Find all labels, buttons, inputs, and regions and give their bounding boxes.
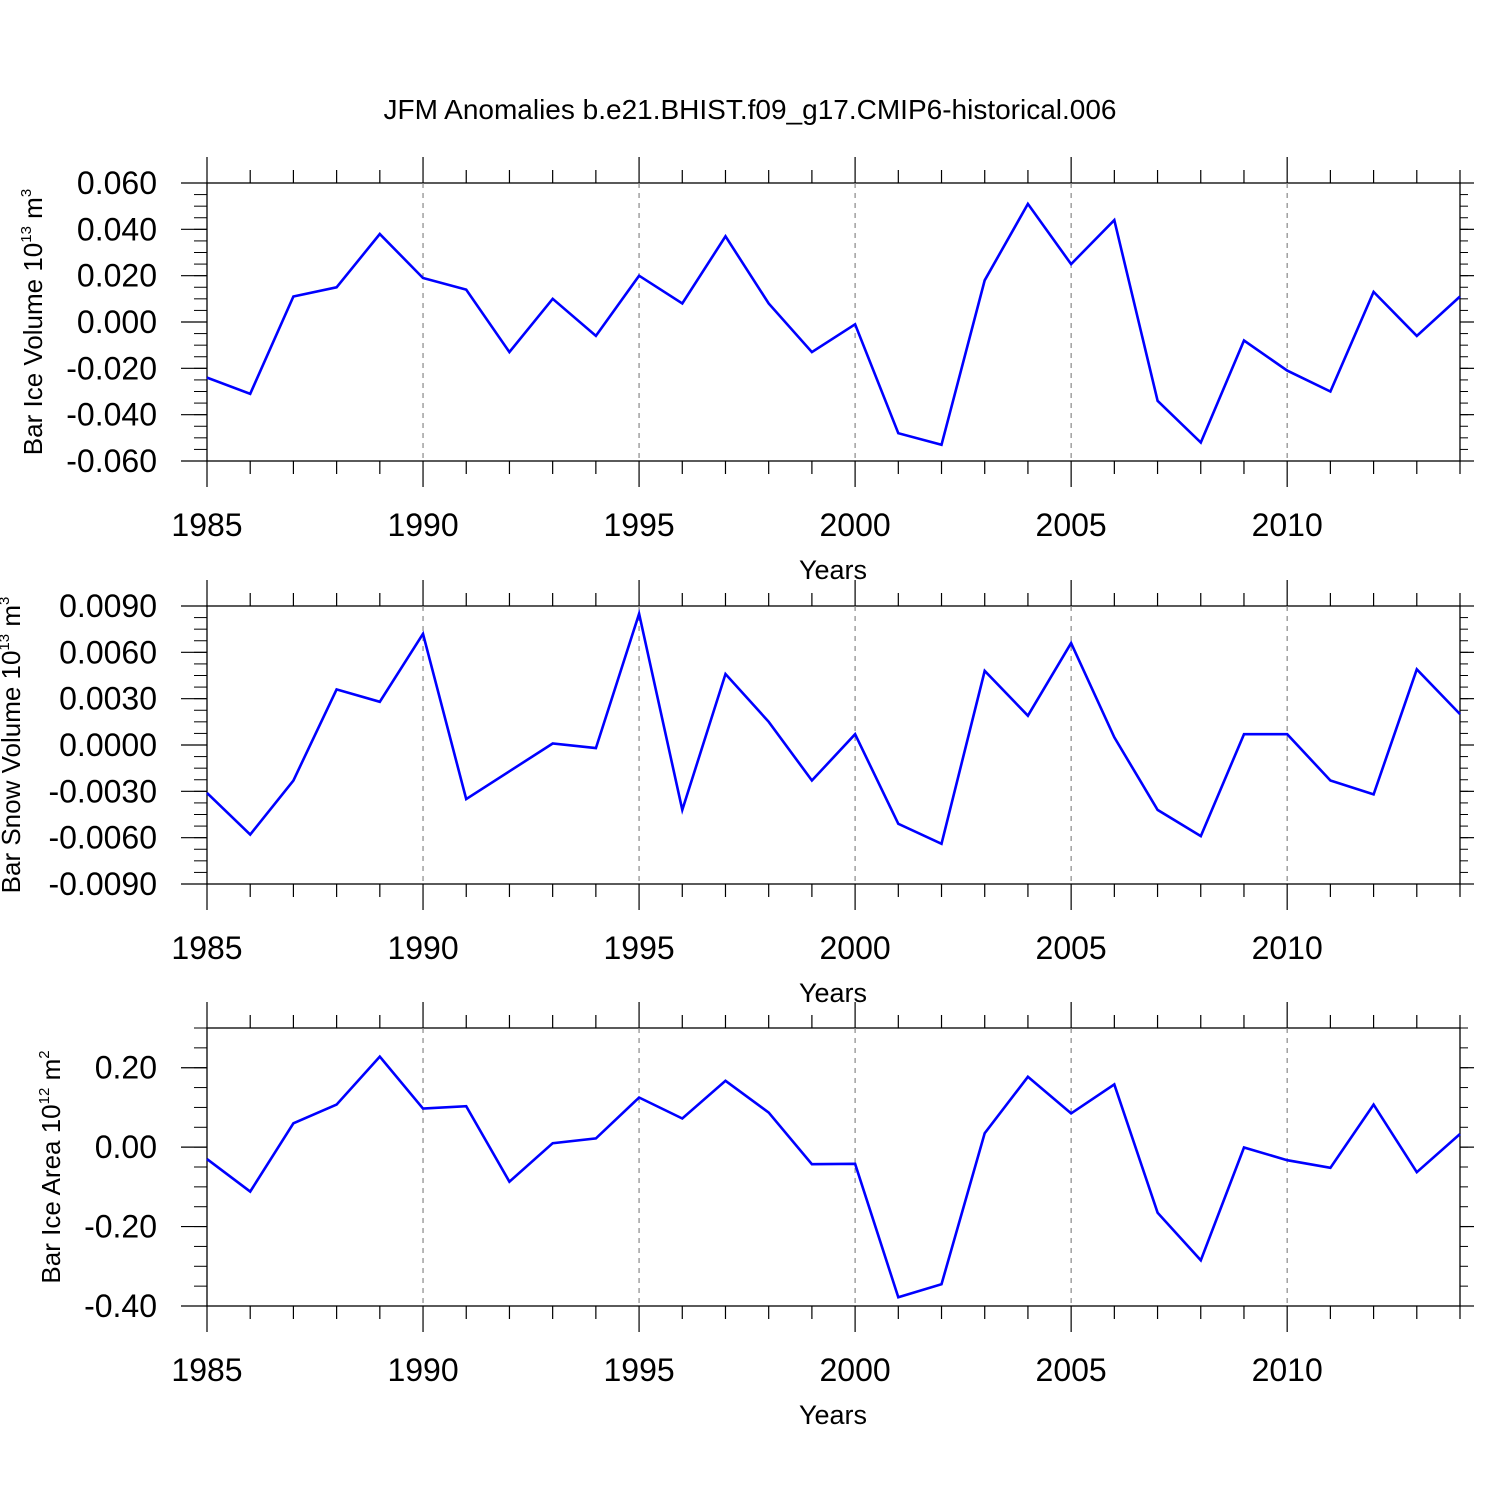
chart-title: JFM Anomalies b.e21.BHIST.f09_g17.CMIP6-…: [383, 94, 1116, 125]
y-tick-label: 0.000: [77, 304, 157, 340]
y-tick-label: 0.020: [77, 258, 157, 294]
panel-2: 1985 1990 1995 2000 2005 2010 Years -0.0090 -0.0…: [0, 580, 1474, 1008]
panel-1: 1985 1990 1995 2000 2005 2010 Years -0.060 -0.04…: [18, 157, 1474, 585]
series-line: [206, 608, 1461, 846]
x-tick-label: 2005: [1036, 930, 1107, 966]
y-tick-label: -0.40: [84, 1288, 157, 1324]
y-tick-label: 0.00: [95, 1129, 157, 1165]
x-tick-label: 1985: [171, 507, 242, 543]
x-tick-label: 1990: [387, 930, 458, 966]
y-tick-label: -0.0060: [48, 820, 157, 856]
y-tick-label: -0.0090: [48, 866, 157, 902]
x-tick-label: 2005: [1036, 1352, 1107, 1388]
y-tick-label: 0.040: [77, 211, 157, 247]
x-tick-label: 2010: [1252, 1352, 1323, 1388]
panels: 1985 1990 1995 2000 2005 2010 Years -0.060 -0.04…: [0, 157, 1474, 1430]
y-tick-label: -0.020: [66, 350, 157, 386]
y-tick-label: 0.0000: [59, 727, 157, 763]
y-tick-label: 0.0060: [59, 634, 157, 670]
x-tick-label: 2010: [1252, 930, 1323, 966]
y-tick-label: -0.040: [66, 397, 157, 433]
y-tick-label: -0.0030: [48, 773, 157, 809]
y-tick-label: 0.20: [95, 1050, 157, 1086]
y-axis-title: Bar Snow Volume 1013 m3: [0, 597, 26, 894]
y-tick-label: 0.0090: [59, 588, 157, 624]
panel-3: 1985 1990 1995 2000 2005 2010 Years -0.40 -0.20 0…: [36, 1002, 1474, 1430]
y-tick-label: -0.060: [66, 443, 157, 479]
y-axis-title: Bar Ice Area 1012 m2: [36, 1050, 66, 1283]
x-tick-label: 1985: [171, 1352, 242, 1388]
y-tick-label: 0.060: [77, 165, 157, 201]
y-axis-title: Bar Ice Volume 1013 m3: [18, 189, 48, 455]
x-tick-label: 1995: [603, 1352, 674, 1388]
x-tick-label: 2000: [820, 930, 891, 966]
x-axis-title: Years: [799, 1400, 867, 1430]
x-tick-label: 1990: [387, 507, 458, 543]
series-line: [206, 201, 1461, 447]
x-tick-label: 1995: [603, 930, 674, 966]
x-tick-label: 2010: [1252, 507, 1323, 543]
x-tick-label: 2005: [1036, 507, 1107, 543]
x-axis-title: Years: [799, 978, 867, 1008]
x-tick-label: 2000: [820, 507, 891, 543]
x-tick-label: 1990: [387, 1352, 458, 1388]
x-tick-label: 2000: [820, 1352, 891, 1388]
series-line: [206, 1054, 1461, 1299]
x-axis-title: Years: [799, 555, 867, 585]
x-tick-label: 1995: [603, 507, 674, 543]
y-tick-label: -0.20: [84, 1209, 157, 1245]
x-tick-label: 1985: [171, 930, 242, 966]
y-tick-label: 0.0030: [59, 681, 157, 717]
